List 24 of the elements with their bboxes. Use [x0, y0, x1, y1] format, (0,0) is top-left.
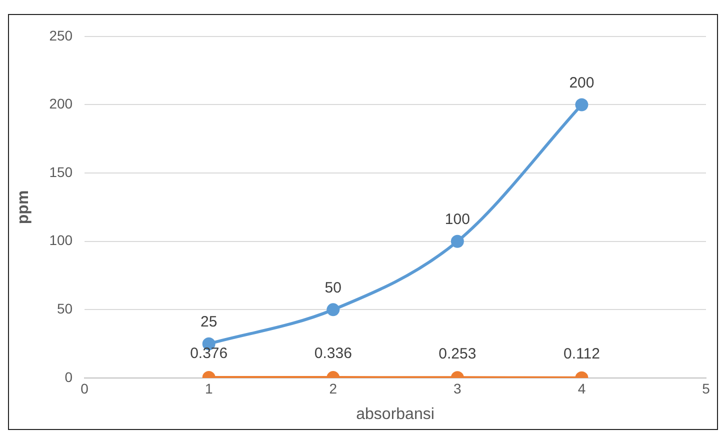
data-label: 0.336	[314, 345, 352, 362]
point	[450, 234, 464, 248]
x-tick-label: 5	[702, 380, 710, 396]
x-tick-label: 1	[204, 380, 213, 396]
data-label: 100	[444, 211, 470, 228]
data-label: 0.253	[438, 345, 476, 362]
data-label: 200	[569, 74, 594, 92]
x-tick-label: 4	[578, 380, 586, 396]
y-tick-label: 0	[64, 368, 73, 385]
x-tick-label: 2	[329, 380, 338, 396]
y-axis-title: ppm	[15, 190, 32, 224]
data-label: 0.112	[563, 345, 600, 362]
data-label: 0.376	[190, 345, 228, 362]
y-tick-label: 250	[49, 27, 73, 44]
x-tick-label: 3	[454, 380, 462, 396]
y-tick-label: 50	[56, 300, 73, 317]
point	[575, 98, 588, 112]
y-tick-label: 200	[49, 96, 73, 112]
y-tick-label: 150	[49, 164, 73, 180]
x-axis-title: absorbansi	[356, 406, 434, 423]
y-tick-label: 100	[49, 232, 73, 248]
x-tick-label: 0	[80, 380, 89, 396]
data-label: 50	[324, 279, 342, 296]
data-label: 25	[200, 313, 218, 330]
